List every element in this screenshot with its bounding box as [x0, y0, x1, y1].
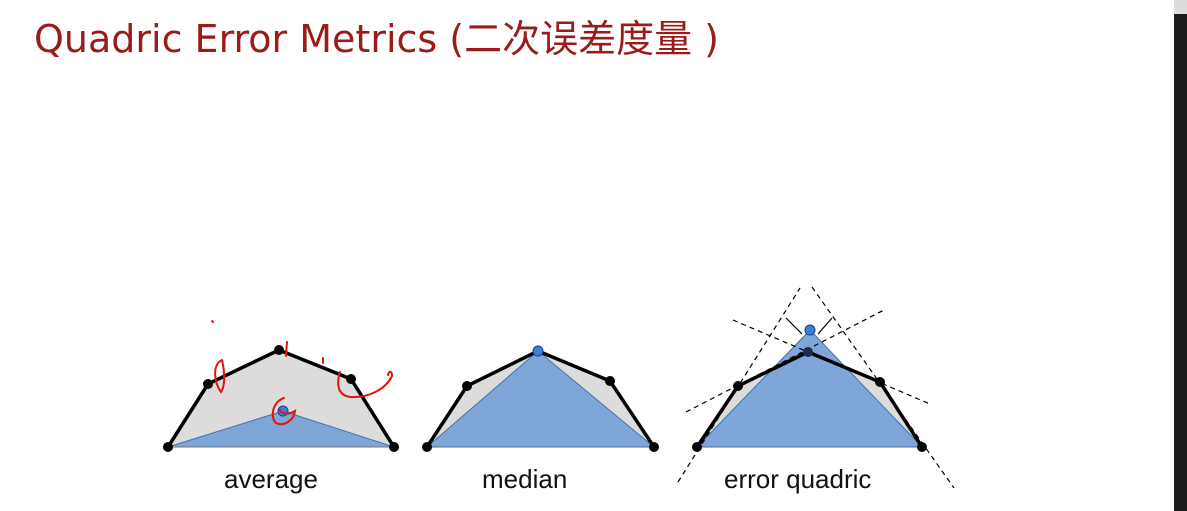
vertex [917, 442, 927, 452]
vertex [274, 345, 284, 355]
quadric-optimal-vertex [804, 324, 816, 336]
caption-average: average [224, 464, 318, 494]
slide-title: Quadric Error Metrics (二次误差度量 ) [34, 17, 720, 61]
annotation-stroke [285, 341, 288, 357]
median-vertex [532, 345, 544, 357]
average-diagram [163, 320, 399, 452]
tick-mark [817, 317, 833, 335]
vertex [803, 347, 813, 357]
vertex [462, 381, 472, 391]
error-quadric-diagram [677, 286, 955, 489]
simplified-mesh-triangle [695, 329, 924, 448]
plane-line [685, 309, 885, 413]
vertex [692, 442, 702, 452]
vertex [346, 374, 356, 384]
quadric-tick-marks [785, 317, 833, 335]
annotation-stroke [337, 370, 394, 399]
annotation-stroke [271, 397, 297, 426]
vertex [733, 381, 743, 391]
window-edge-nub [1174, 0, 1187, 14]
vertex [605, 376, 615, 386]
window-edge [1174, 0, 1187, 511]
vertex [203, 379, 213, 389]
vertex [163, 442, 173, 452]
tick-mark [785, 317, 803, 335]
annotation-stroke [211, 320, 214, 323]
handwritten-annotations [211, 320, 394, 426]
simplified-mesh-triangle [425, 350, 656, 448]
caption-median: median [482, 464, 568, 494]
vertex [875, 377, 885, 387]
annotation-stroke [214, 359, 226, 394]
median-diagram [422, 345, 659, 452]
vertex [649, 442, 659, 452]
vertex [422, 442, 432, 452]
vertex [389, 442, 399, 452]
caption-error-quadric: error quadric [724, 464, 872, 494]
